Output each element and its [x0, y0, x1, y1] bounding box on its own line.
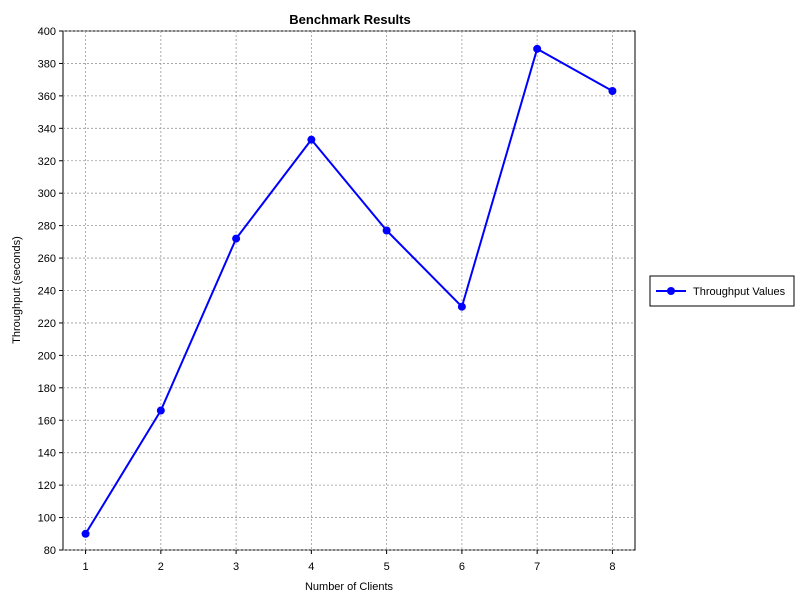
series-throughput-values: [81, 44, 617, 538]
y-tick-label: 160: [38, 415, 56, 427]
grid: [63, 30, 635, 551]
x-tick-label: 6: [459, 561, 465, 573]
x-tick-label: 3: [233, 561, 239, 573]
data-point: [608, 87, 617, 96]
data-point: [156, 406, 165, 415]
y-tick-label: 360: [38, 91, 56, 103]
y-tick-label: 300: [38, 188, 56, 200]
y-tick-label: 200: [38, 350, 56, 362]
y-tick-label: 320: [38, 156, 56, 168]
y-tick-label: 380: [38, 58, 56, 70]
x-tick-label: 2: [158, 561, 164, 573]
x-tick-label: 7: [534, 561, 540, 573]
data-point: [232, 234, 241, 243]
y-tick-label: 220: [38, 318, 56, 330]
data-point: [81, 529, 90, 538]
data-point: [533, 44, 542, 53]
y-tick-label: 180: [38, 383, 56, 395]
y-tick-label: 120: [38, 480, 56, 492]
data-point: [382, 226, 391, 235]
x-tick-label: 1: [83, 561, 89, 573]
x-axis-label: Number of Clients: [305, 581, 394, 593]
x-tick-label: 4: [308, 561, 314, 573]
chart-title: Benchmark Results: [289, 12, 410, 27]
y-tick-label: 80: [44, 545, 56, 557]
y-tick-label: 400: [38, 26, 56, 38]
y-axis: 80 100 120 140 160 180 200 220 240 260 280 300 320 34…: [38, 26, 63, 557]
series-line: [84, 47, 613, 535]
y-tick-label: 340: [38, 123, 56, 135]
x-tick-label: 8: [609, 561, 615, 573]
y-tick-label: 260: [38, 253, 56, 265]
y-tick-label: 140: [38, 448, 56, 460]
legend-point-marker: [667, 287, 675, 295]
data-point: [457, 302, 466, 311]
y-tick-label: 240: [38, 286, 56, 298]
y-axis-label: Throughput (seconds): [11, 236, 23, 344]
y-tick-label: 280: [38, 221, 56, 233]
x-axis: 1 2 3 4 5 6 7 8: [83, 550, 615, 573]
x-tick-label: 5: [384, 561, 390, 573]
legend: Throughput Values: [649, 275, 795, 307]
y-tick-label: 100: [38, 513, 56, 525]
data-point: [307, 135, 316, 144]
legend-label: Throughput Values: [693, 286, 786, 298]
